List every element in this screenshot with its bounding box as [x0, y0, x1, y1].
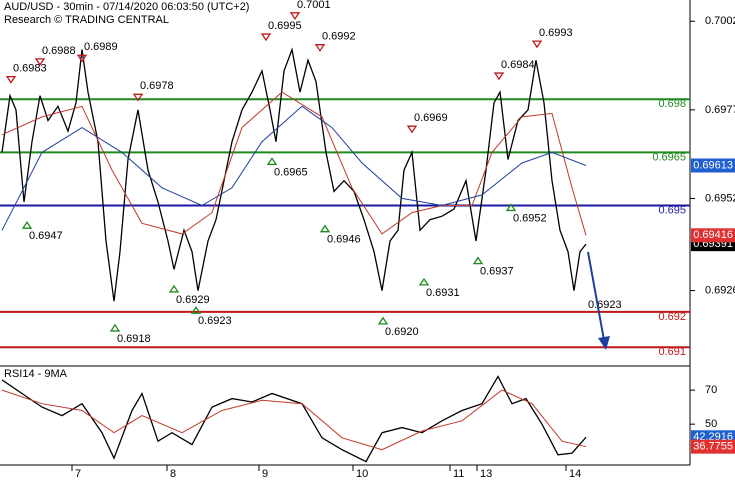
annotation-label: 0.6988 — [42, 45, 76, 57]
chart-subtitle: Research © TRADING CENTRAL — [4, 14, 169, 26]
peak-marker — [531, 40, 543, 49]
chart-title: AUD/USD - 30min - 07/14/2020 06:03:50 (U… — [4, 1, 249, 13]
y-tick-label: 0.6977 — [705, 104, 735, 116]
series-line — [1, 105, 587, 231]
annotation-label: 0.6984 — [501, 59, 535, 71]
peak-marker — [5, 75, 17, 84]
x-tick-label: 14 — [569, 468, 581, 480]
trough-marker — [168, 284, 180, 293]
series-line — [1, 389, 587, 451]
y-tick-label: 50 — [705, 418, 717, 430]
x-tick-label: 8 — [170, 468, 176, 480]
forecast-arrow-head — [598, 336, 610, 350]
series-line — [1, 91, 587, 236]
annotation-label: 0.6920 — [385, 326, 419, 338]
x-tick-label: 11 — [453, 468, 464, 480]
last-value-label: 36.7755 — [693, 441, 733, 453]
annotation-label: 0.6969 — [414, 112, 448, 124]
trough-marker — [190, 306, 202, 314]
trough-marker — [266, 157, 278, 166]
peak-marker — [260, 33, 272, 42]
y-tick-label: 0.6926 — [705, 284, 735, 296]
last-value-badge — [691, 439, 735, 454]
annotation-label: 0.6923 — [588, 299, 622, 311]
trough-marker — [472, 256, 484, 265]
annotation-label: 0.6918 — [117, 333, 151, 345]
trough-marker — [21, 220, 33, 229]
trough-marker — [505, 203, 517, 212]
annotation-label: 0.6931 — [426, 287, 460, 299]
x-tick-label: 13 — [480, 468, 492, 480]
trough-marker — [377, 316, 389, 325]
annotation-label: 0.6946 — [327, 234, 361, 246]
last-value-badge — [691, 228, 735, 243]
annotation-label: 0.6995 — [268, 20, 302, 32]
annotation-label: 0.6952 — [513, 212, 547, 224]
rsi-title: RSI14 - 9MA — [4, 368, 68, 380]
y-tick-label: 0.7002 — [705, 15, 735, 27]
annotation-label: 0.7001 — [297, 0, 331, 11]
peak-marker — [406, 125, 418, 134]
annotation-label: 0.6965 — [274, 166, 308, 178]
x-tick-label: 10 — [356, 468, 368, 480]
peak-marker — [76, 54, 88, 63]
annotation-label: 0.6989 — [84, 41, 118, 53]
series-line — [1, 47, 587, 302]
peak-marker — [132, 93, 144, 102]
annotation-label: 0.6993 — [539, 27, 573, 39]
annotation-label: 0.6923 — [198, 315, 232, 327]
last-value-label: 0.69416 — [693, 229, 733, 241]
peak-marker — [314, 44, 326, 52]
trough-marker — [319, 224, 331, 233]
peak-marker — [34, 58, 46, 67]
x-tick-label: 9 — [262, 468, 268, 480]
trough-marker — [109, 323, 121, 332]
annotation-label: 0.6937 — [480, 266, 514, 278]
level-label: 0.692 — [658, 311, 686, 323]
y-tick-label: 70 — [705, 384, 717, 396]
annotation-label: 0.6947 — [29, 230, 63, 242]
x-tick-label: 7 — [75, 468, 81, 480]
level-label: 0.698 — [658, 98, 686, 110]
annotation-label: 0.6978 — [140, 80, 174, 92]
peak-marker — [289, 12, 301, 20]
trough-marker — [418, 277, 430, 286]
forecast-arrow — [587, 251, 605, 341]
annotation-label: 0.6929 — [176, 294, 210, 306]
level-label: 0.695 — [658, 204, 686, 216]
annotation-label: 0.6983 — [13, 62, 47, 74]
last-value-badge — [691, 158, 735, 173]
level-label: 0.691 — [658, 346, 686, 358]
last-value-label: 0.69613 — [693, 159, 733, 171]
y-tick-label: 0.6952 — [705, 192, 735, 204]
annotation-label: 0.6992 — [322, 31, 356, 43]
peak-marker — [493, 72, 505, 81]
level-label: 0.6965 — [652, 151, 686, 163]
